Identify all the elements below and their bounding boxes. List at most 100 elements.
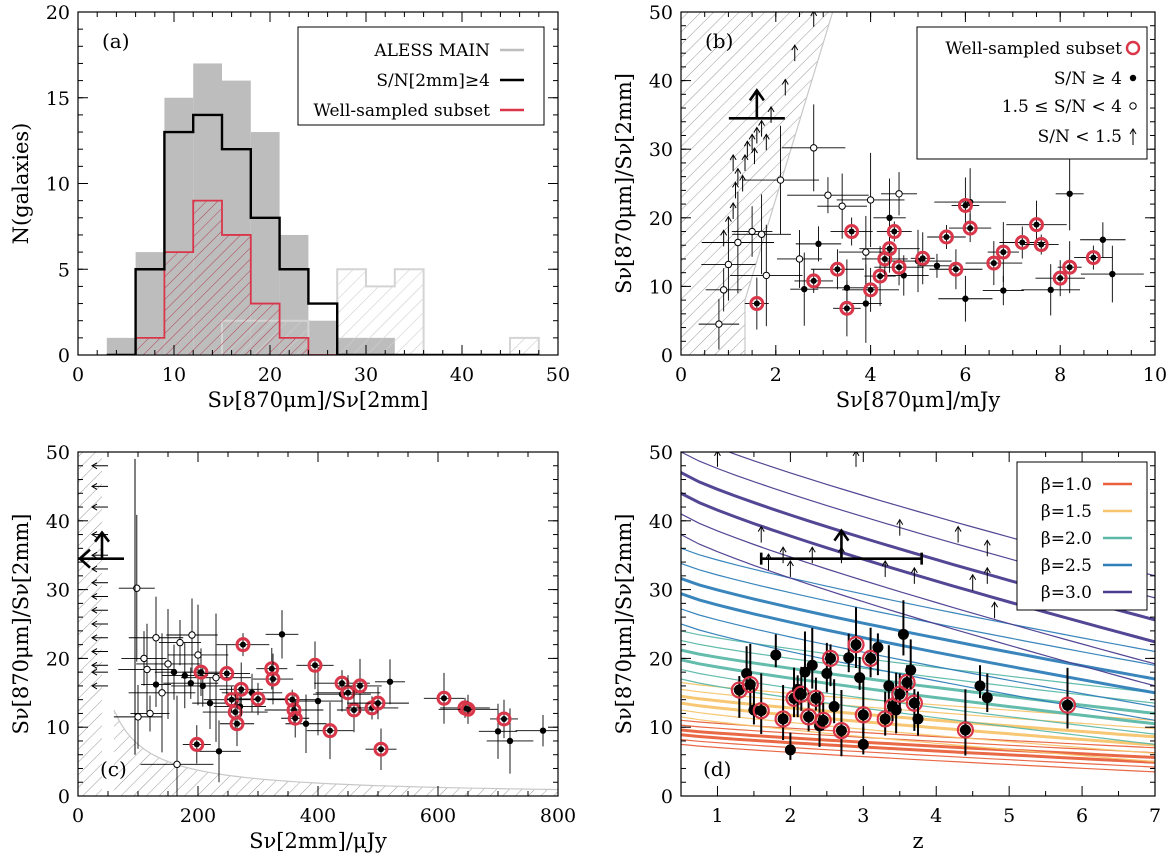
panel-label: (d) xyxy=(703,757,731,781)
well-sampled-marker xyxy=(460,701,476,717)
beta-curve xyxy=(681,733,1155,764)
upper-limit-arrow-head xyxy=(714,452,721,457)
well-sampled-point xyxy=(886,245,893,252)
beta-curve xyxy=(681,608,1155,708)
well-sampled-point xyxy=(952,266,959,273)
data-point xyxy=(974,680,986,692)
well-sampled-point xyxy=(292,715,299,722)
y-tick-label: 40 xyxy=(649,71,673,93)
well-sampled-marker xyxy=(370,695,386,711)
high-sn-point xyxy=(1109,270,1116,278)
well-sampled-marker xyxy=(436,690,452,706)
left-limit-arrow-head xyxy=(91,482,98,490)
data-point xyxy=(872,641,884,653)
x-tick-label: 400 xyxy=(300,805,336,827)
beta-curve xyxy=(681,724,1155,754)
well-sampled-marker xyxy=(854,706,872,724)
high-sn-point xyxy=(1099,236,1107,243)
mid-sn-point xyxy=(810,144,818,152)
mid-sn-point xyxy=(757,230,766,238)
well-sampled-point xyxy=(312,662,318,669)
well-sampled-marker xyxy=(1014,234,1030,250)
left-limit-arrow-head xyxy=(91,668,98,676)
x-tick-label: 800 xyxy=(540,805,576,827)
legend: β=1.0 β=1.5 β=2.0 β=2.5 β=3.0 xyxy=(1016,461,1148,611)
y-tick-label: 0 xyxy=(661,345,673,367)
x-tick-label: 2 xyxy=(784,805,796,827)
y-tick-label: 20 xyxy=(649,208,673,230)
beta-curve xyxy=(681,592,1155,695)
subset-bar xyxy=(193,200,222,355)
well-sampled-point xyxy=(919,255,926,262)
well-sampled-point xyxy=(327,727,333,734)
well-sampled-point xyxy=(967,225,974,232)
x-tick-label: 5 xyxy=(1003,805,1015,827)
legend-box xyxy=(297,26,545,126)
upper-limit-arrow-head xyxy=(969,573,977,580)
data-point xyxy=(828,701,840,713)
data-point xyxy=(835,725,847,737)
well-sampled-marker xyxy=(749,296,765,312)
well-sampled-point xyxy=(465,706,471,713)
beta-curve xyxy=(681,728,1155,759)
x-tick-label: 30 xyxy=(354,364,378,386)
well-sampled-point xyxy=(990,260,997,267)
x-tick-label: 200 xyxy=(180,805,216,827)
y-tick-label: 0 xyxy=(58,345,70,367)
well-sampled-marker xyxy=(1033,237,1049,253)
left-limit-arrow-head xyxy=(91,565,98,573)
y-tick-label: 20 xyxy=(46,2,70,24)
legend-marker-mid-sn xyxy=(1129,102,1137,110)
mid-sn-point xyxy=(173,760,181,769)
well-sampled-marker xyxy=(1058,696,1077,714)
mid-sn-point xyxy=(824,191,832,199)
upper-limit-arrow-head xyxy=(881,559,889,567)
upper-limit-arrow-head xyxy=(786,559,794,567)
high-sn-point xyxy=(933,262,941,270)
aless-main-bar xyxy=(106,337,136,355)
beta-curve xyxy=(681,739,1155,768)
x-tick-label: 0 xyxy=(675,364,687,386)
data-point xyxy=(799,666,811,678)
well-sampled-marker xyxy=(1062,259,1078,275)
panel-label: (b) xyxy=(705,29,733,53)
left-limit-arrow-head xyxy=(91,620,98,628)
high-sn-point xyxy=(1000,287,1007,294)
well-sampled-marker xyxy=(807,689,825,707)
mid-sn-point xyxy=(866,196,875,204)
x-tick-label: 3 xyxy=(857,805,869,827)
y-tick-label: 20 xyxy=(649,648,673,670)
high-sn-point xyxy=(1047,286,1054,294)
data-point xyxy=(981,692,993,704)
legend-label: β=2.5 xyxy=(1041,556,1092,576)
plot-area xyxy=(106,63,540,355)
well-sampled-marker xyxy=(250,691,266,707)
data-point xyxy=(784,744,796,756)
left-limit-arrow-head xyxy=(91,531,98,538)
left-limit-arrow-head xyxy=(91,648,98,655)
y-axis-label: Sν[870μm]/Sν[2mm] xyxy=(9,514,33,735)
y-tick-label: 15 xyxy=(46,88,70,110)
upper-limit-arrow-head xyxy=(720,229,728,236)
data-point xyxy=(857,709,869,721)
limit-curve xyxy=(744,12,834,355)
well-sampled-point xyxy=(1066,264,1073,271)
mid-sn-point xyxy=(164,660,172,668)
y-tick-label: 20 xyxy=(46,648,70,670)
well-sampled-marker xyxy=(352,678,368,694)
mid-sn-point xyxy=(158,689,166,697)
well-sampled-point xyxy=(1033,221,1040,228)
high-sn-point xyxy=(539,727,547,734)
excluded-curve-region xyxy=(114,710,558,796)
well-sampled-marker xyxy=(832,722,851,740)
well-sampled-point xyxy=(223,670,230,677)
y-tick-label: 10 xyxy=(649,276,673,298)
y-tick-label: 30 xyxy=(649,580,673,602)
x-tick-label: 10 xyxy=(162,364,186,386)
well-sampled-marker xyxy=(496,711,512,727)
data-point xyxy=(905,664,917,676)
mid-sn-point xyxy=(862,248,870,256)
data-point xyxy=(865,652,877,664)
well-sampled-marker xyxy=(287,710,303,726)
